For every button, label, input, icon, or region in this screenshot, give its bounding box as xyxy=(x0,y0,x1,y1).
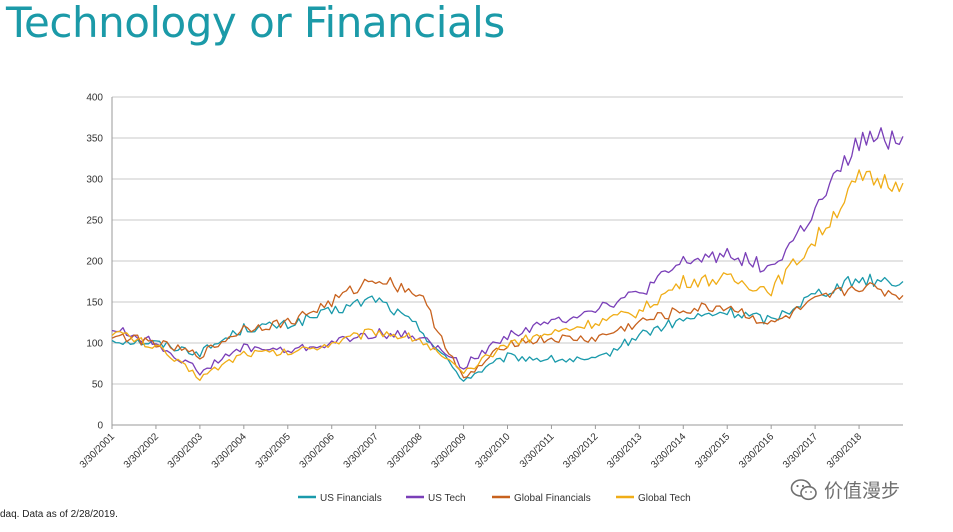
legend-label: US Financials xyxy=(320,493,382,504)
footnote: daq. Data as of 2/28/2019. xyxy=(0,509,118,520)
x-tick-label: 3/30/2018 xyxy=(825,431,865,471)
watermark: 价值漫步 xyxy=(790,476,900,503)
x-tick-label: 3/30/2017 xyxy=(781,431,821,471)
legend-label: Global Tech xyxy=(638,493,691,504)
y-tick-label: 400 xyxy=(86,93,103,104)
legend-label: US Tech xyxy=(428,493,466,504)
series-line-global-tech xyxy=(111,169,904,382)
y-tick-label: 200 xyxy=(86,257,103,268)
y-tick-label: 0 xyxy=(97,421,103,432)
x-tick-label: 3/30/2013 xyxy=(605,431,645,471)
watermark-text: 价值漫步 xyxy=(824,480,901,502)
x-tick-label: 3/30/2001 xyxy=(78,431,118,471)
x-tick-label: 3/30/2016 xyxy=(737,431,777,471)
x-tick-label: 3/30/2014 xyxy=(649,431,689,471)
legend: US Financials US Tech Global Financials Glo… xyxy=(298,493,691,504)
series-lines xyxy=(111,127,904,382)
x-tick-label: 3/30/2010 xyxy=(473,431,513,471)
x-tick-label: 3/30/2002 xyxy=(122,431,162,471)
x-tick-label: 3/30/2011 xyxy=(518,431,557,470)
wechat-icon xyxy=(790,478,817,500)
x-tick-label: 3/30/2015 xyxy=(693,431,733,471)
y-tick-label: 250 xyxy=(86,216,103,227)
gridlines xyxy=(112,96,903,385)
legend-label: Global Financials xyxy=(514,493,591,504)
y-tick-label: 100 xyxy=(86,339,103,350)
x-tick-label: 3/30/2006 xyxy=(298,431,338,471)
y-tick-label: 150 xyxy=(86,298,103,309)
x-tick-label: 3/30/2007 xyxy=(342,431,382,471)
series-line-us-tech xyxy=(111,127,904,376)
slide-title: Technology or Financials xyxy=(6,0,505,47)
series-line-global-financials xyxy=(111,276,904,379)
x-tick-label: 3/30/2003 xyxy=(166,431,206,471)
x-tick-label: 3/30/2004 xyxy=(210,431,250,471)
x-tick-label: 3/30/2012 xyxy=(561,431,601,471)
x-tick-label: 3/30/2005 xyxy=(254,431,294,471)
y-tick-label: 300 xyxy=(86,175,103,186)
x-tick-label: 3/30/2009 xyxy=(429,431,469,471)
series-line-us-financials xyxy=(111,273,904,382)
y-tick-label: 50 xyxy=(92,380,104,391)
x-tick-label: 3/30/2008 xyxy=(385,431,425,471)
y-tick-label: 350 xyxy=(86,134,103,145)
